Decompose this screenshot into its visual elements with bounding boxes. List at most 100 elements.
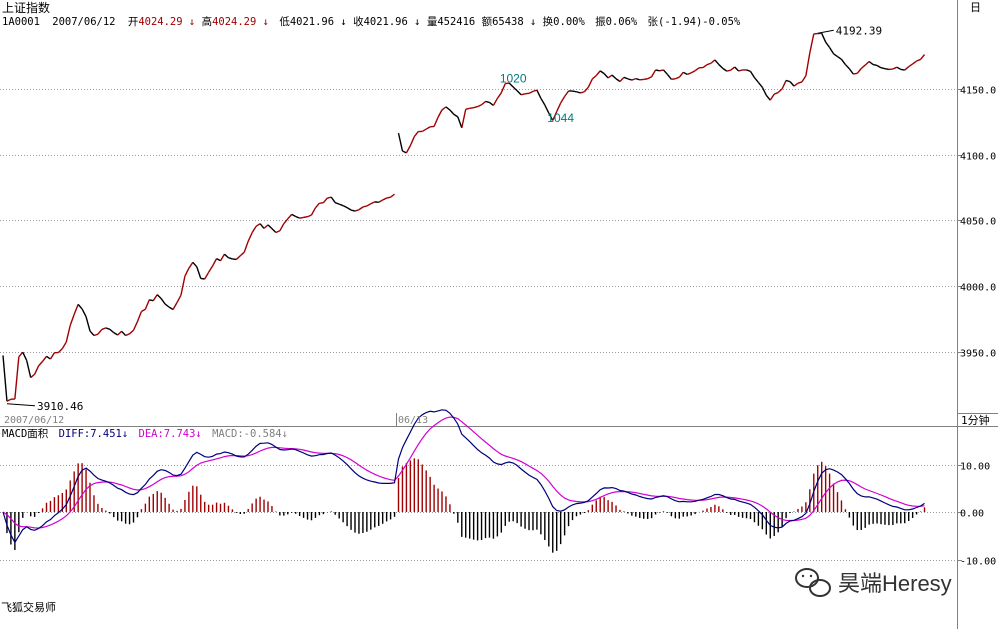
price-segment [224, 253, 229, 259]
price-segment [121, 330, 127, 336]
annotation-low: 3910.46 [37, 400, 83, 413]
price-segment [884, 67, 890, 71]
high-arrow: ↓ [263, 16, 269, 28]
period-selector[interactable]: 1分钟 [961, 413, 990, 427]
quote-date: 2007/06/12 [52, 16, 115, 28]
volume-value: 452416 [437, 16, 475, 28]
price-segment [46, 355, 51, 360]
price-segment [580, 91, 585, 94]
price-segment [730, 66, 736, 71]
price-segment [152, 294, 158, 302]
open-arrow: ↓ [189, 16, 195, 28]
price-segment [314, 202, 320, 209]
price-segment [524, 92, 530, 95]
macd-chart-gridlines [0, 465, 957, 561]
price-segment [449, 109, 455, 115]
price-segment [623, 76, 629, 80]
price-segment [334, 202, 340, 205]
price-annotations: 3910.46 4192.39 1020 1044 [6, 24, 882, 413]
price-segment [615, 78, 621, 83]
price-segment [291, 213, 296, 218]
price-segment [263, 224, 269, 229]
annotation-marker: 1020 [500, 71, 527, 85]
price-segment [746, 69, 751, 73]
price-segment [73, 304, 79, 315]
price-segment [904, 66, 910, 71]
svg-text:日: 日 [970, 1, 981, 14]
price-segment [548, 112, 554, 121]
price-segment [591, 75, 597, 80]
price-segment [706, 62, 712, 66]
price-segment [809, 33, 815, 54]
price-segment [844, 64, 850, 70]
price-segment [97, 329, 103, 335]
turnover-value: 0.00% [553, 16, 585, 28]
price-segment [141, 308, 146, 313]
time-axis-start-date: 2007/06/12 [4, 415, 64, 426]
price-segment [694, 67, 700, 72]
calendar-icon[interactable]: 日 [962, 0, 998, 14]
amplitude-value: 0.06% [606, 16, 638, 28]
macd-histogram [6, 458, 926, 553]
price-segment [362, 205, 368, 208]
price-segment [136, 311, 143, 322]
price-segment [662, 69, 668, 75]
diff-arrow: ↓ [122, 428, 128, 440]
price-segment [350, 209, 356, 212]
y-tick-label: 4150.0 [960, 86, 996, 97]
price-segment [441, 106, 447, 111]
price-segment [89, 330, 95, 336]
dea-label: DEA: [139, 428, 164, 440]
price-segment [536, 89, 542, 99]
svg-text:1分钟: 1分钟 [961, 413, 990, 427]
price-segment [765, 94, 771, 101]
dea-value: 7.743 [164, 428, 196, 440]
quote-info-line: 1A0001 2007/06/12 开4024.29 ↓ 高4024.29 ↓ … [2, 15, 741, 28]
price-segment [232, 258, 237, 261]
price-segment [726, 69, 731, 72]
amount-label: 额 [482, 15, 493, 28]
price-segment [821, 32, 827, 43]
y-tick-label: 0.00 [960, 509, 984, 520]
price-segment [49, 352, 56, 360]
price-segment [920, 54, 926, 60]
price-segment [583, 86, 589, 93]
price-segment [595, 70, 601, 77]
annotation-high: 4192.39 [836, 24, 882, 37]
price-segment [853, 72, 858, 75]
macd-info-line: MACD面积 DIFF:7.451↓ DEA:7.743↓ MACD:-0.58… [2, 428, 288, 440]
price-segment [57, 348, 63, 354]
price-segment [500, 83, 506, 93]
price-segment [287, 213, 293, 220]
close-label: 收 [353, 15, 364, 28]
price-segment [30, 373, 36, 379]
open-value: 4024.29 [138, 16, 182, 28]
price-segment [327, 196, 332, 199]
diff-label: DIFF: [59, 428, 91, 440]
y-tick-label: 4050.0 [960, 217, 996, 228]
price-segment [405, 145, 411, 154]
price-segment [303, 216, 308, 219]
price-segment [382, 197, 387, 201]
price-segment [477, 104, 482, 108]
price-segment [880, 67, 886, 70]
price-segment [247, 232, 253, 242]
price-segment [651, 69, 657, 78]
price-segment [129, 329, 134, 335]
price-segment [283, 218, 289, 225]
price-segment [279, 223, 285, 232]
y-tick-label: 4100.0 [960, 152, 996, 163]
price-segment [761, 86, 767, 96]
price-segment [437, 109, 443, 118]
price-segment [330, 196, 336, 204]
macd-arrow: ↓ [282, 428, 288, 440]
price-segment [65, 325, 71, 343]
price-segment [390, 193, 395, 198]
price-segment [611, 74, 617, 80]
price-segment [690, 70, 696, 74]
price-series [2, 32, 926, 402]
y-tick-label: -10.00 [960, 557, 996, 568]
price-segment [109, 328, 115, 334]
price-segment [492, 98, 498, 106]
price-segment [552, 111, 558, 121]
